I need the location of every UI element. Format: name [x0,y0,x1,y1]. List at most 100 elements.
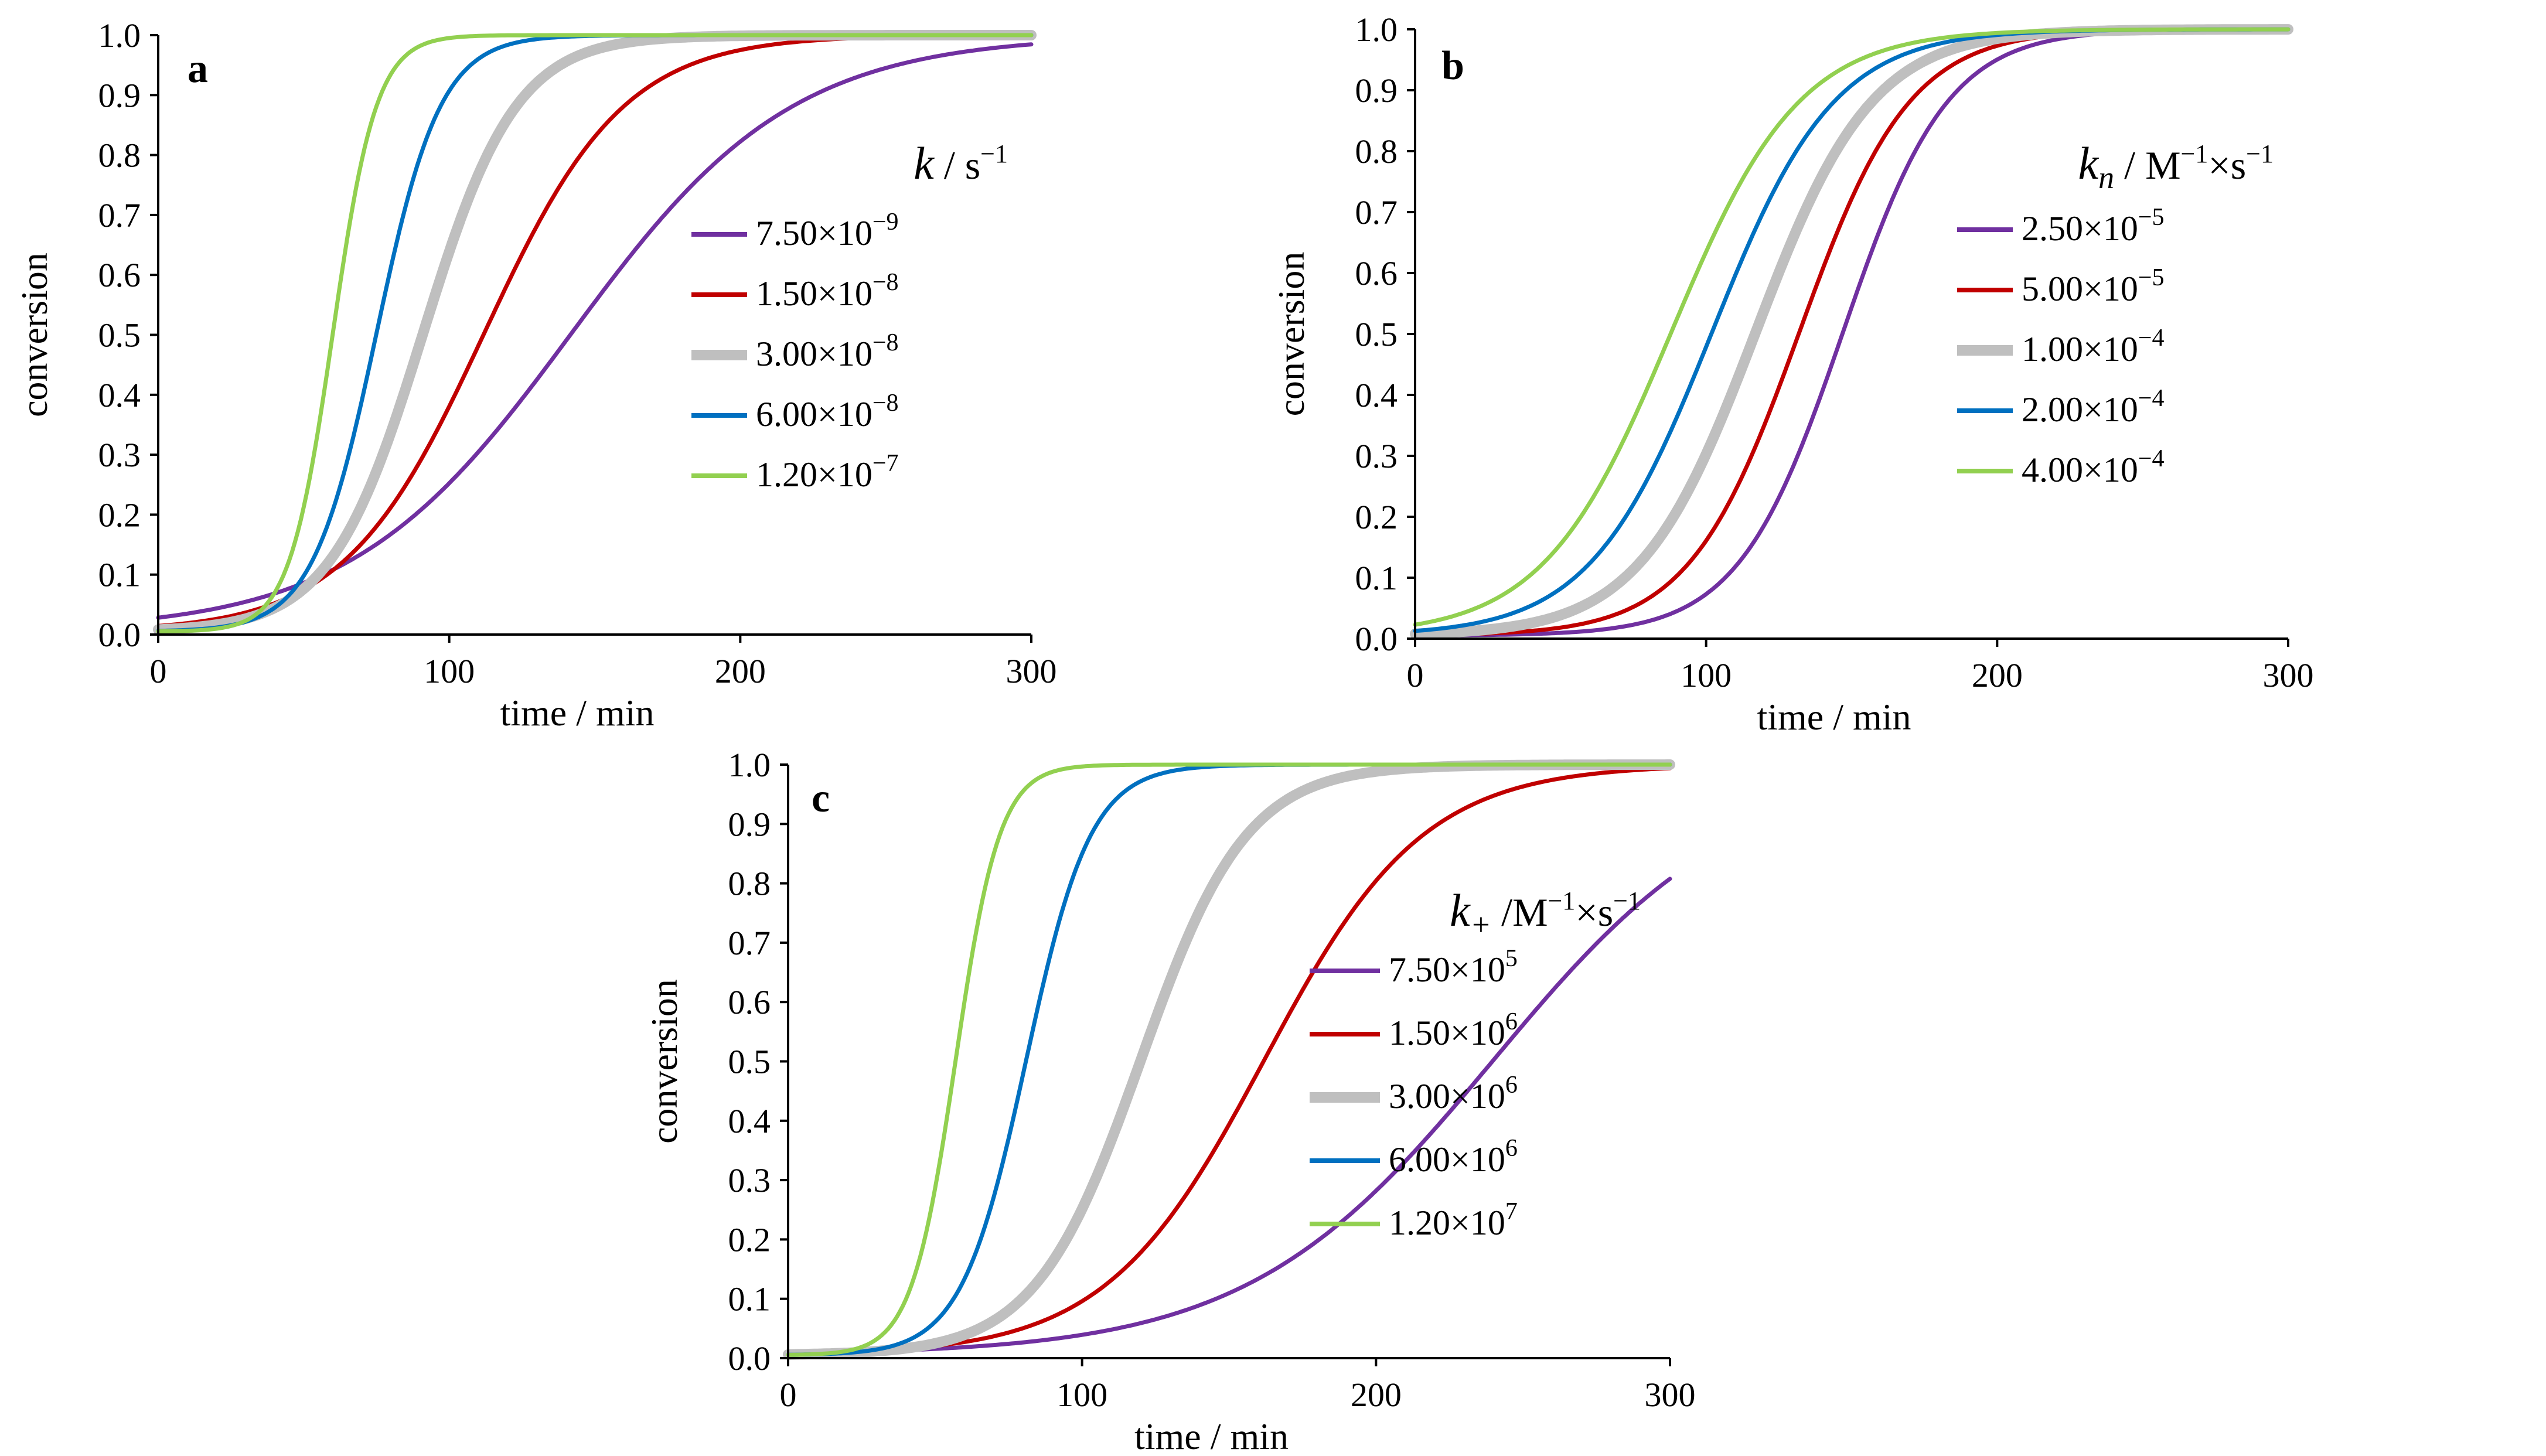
y-tick-label: 1.0 [1355,11,1398,49]
legend-title-unit: / M [2114,143,2180,187]
y-tick-label: 1.0 [98,16,141,54]
legend-title-unit-exponent: −1 [1548,886,1576,915]
y-tick-label: 0.0 [98,616,141,654]
panel-c: 0.0 0.1 0.2 0.3 0.4 0.5 0.6 0.7 0.8 0.9 1.0 0 100 200… [643,746,1696,1456]
legend-entry-exponent: −8 [872,329,899,356]
legend-entry-3: 3.00×10−8 [756,329,899,373]
legend-title: kn / M−1×s−1 [2078,138,2274,195]
legend-entry-exponent: −4 [2138,325,2165,352]
legend-entry-mantissa: 5.00×10 [2022,270,2138,308]
legend-title-symbol: k [2078,138,2099,189]
y-tick-label: 0.7 [98,196,141,234]
y-axis-label: conversion [643,979,685,1144]
x-tick-label: 100 [424,652,475,690]
y-tick-label: 0.6 [1355,254,1398,292]
legend-entry-exponent: −7 [872,450,899,477]
legend-title: k / s−1 [914,138,1008,189]
y-tick-label: 0.0 [728,1339,771,1377]
legend-entry-1: 2.50×10−5 [2022,204,2165,248]
legend-entry-mantissa: 2.50×10 [2022,209,2138,248]
legend-entry-mantissa: 3.00×10 [756,335,872,373]
legend-entry-5: 1.20×10−7 [756,450,899,494]
legend-title-unit: / s [934,143,980,187]
legend-entry-exponent: −5 [2138,264,2165,291]
legend-title-unit2: ×s [1575,890,1613,935]
panel-label: c [812,776,830,821]
y-tick-label: 0.4 [728,1102,771,1140]
legend-entry-mantissa: 1.20×10 [756,455,872,494]
y-tick-label: 0.4 [1355,376,1398,414]
legend-title-unit2: ×s [2208,143,2246,187]
y-tick-label: 0.8 [98,137,141,175]
legend-entry-mantissa: 1.20×10 [1389,1203,1505,1242]
x-tick-label: 200 [715,652,766,690]
legend-entry-exponent: 6 [1505,1072,1518,1099]
series-line-4 [156,33,1034,633]
y-tick-label: 0.4 [98,376,141,414]
y-tick-label: 0.1 [728,1280,771,1318]
y-tick-label: 0.6 [98,256,141,294]
legend-entry-exponent: 7 [1505,1198,1518,1225]
legend-entry-exponent: −4 [2138,385,2165,412]
legend-entry-mantissa: 4.00×10 [2022,451,2138,489]
series-line-5 [786,762,1672,1357]
y-tick-label: 0.8 [728,865,771,903]
legend-entry-5: 1.20×107 [1389,1198,1518,1242]
legend-entry-2: 1.50×106 [1389,1008,1518,1052]
legend-entry-4: 6.00×10−8 [756,390,899,434]
series-line-3 [783,759,1675,1360]
legend-entry-3: 3.00×106 [1389,1072,1518,1116]
series-line-1 [786,877,1672,1356]
y-tick-label: 0.5 [98,316,141,354]
y-tick-label: 0.3 [728,1161,771,1199]
y-tick-label: 0.1 [1355,559,1398,597]
series-line-5 [156,33,1034,633]
legend-title: k+ /M−1×s−1 [1450,885,1641,942]
legend-entry-mantissa: 7.50×10 [756,214,872,253]
legend-entry-mantissa: 6.00×10 [1389,1140,1505,1179]
y-axis-label: conversion [13,253,55,417]
legend-entry-mantissa: 7.50×10 [1389,950,1505,989]
legend-entry-5: 4.00×10−4 [2022,445,2165,489]
legend-entry-4: 6.00×106 [1389,1135,1518,1179]
legend-title-symbol: k [1450,885,1471,936]
legend-title-unit2-exponent: −1 [1613,886,1641,915]
x-tick-label: 100 [1681,656,1732,694]
y-tick-label: 0.2 [728,1220,771,1259]
x-tick-label: 0 [780,1376,797,1414]
legend-entry-exponent: −5 [2138,204,2165,231]
legend-entry-exponent: −8 [872,269,899,296]
y-tick-label: 0.7 [728,924,771,962]
series-line-2 [156,33,1034,628]
legend-title-unit-exponent: −1 [2181,139,2208,168]
y-tick-label: 0.9 [728,805,771,843]
legend-entry-4: 2.00×10−4 [2022,385,2165,429]
series-line-1 [156,42,1034,620]
x-tick-label: 300 [2263,656,2314,694]
y-tick-label: 0.9 [1355,71,1398,110]
legend-entry-mantissa: 6.00×10 [756,395,872,434]
x-tick-label: 300 [1645,1376,1696,1414]
y-tick-label: 0.1 [98,556,141,594]
x-axis-label: time / min [500,692,654,734]
panel-label: b [1441,43,1464,88]
legend-title-unit-exponent: −1 [980,139,1008,168]
legend-entry-mantissa: 1.50×10 [1389,1014,1505,1052]
legend-entry-2: 5.00×10−5 [2022,264,2165,308]
panel-a: 0.0 0.1 0.2 0.3 0.4 0.5 0.6 0.7 0.8 0.9 1.0 0 100 200… [13,16,1057,734]
legend-entry-exponent: −4 [2138,445,2165,472]
legend-entry-mantissa: 1.00×10 [2022,330,2138,369]
x-tick-label: 0 [150,652,167,690]
x-tick-label: 0 [1407,656,1424,694]
x-axis-label: time / min [1134,1416,1289,1456]
panel-b: 0.0 0.1 0.2 0.3 0.4 0.5 0.6 0.7 0.8 0.9 1.0 0 100 200… [1270,11,2314,738]
legend-title-unit2-exponent: −1 [2246,139,2274,168]
panel-label: a [188,46,208,91]
x-tick-label: 300 [1006,652,1057,690]
legend-entry-mantissa: 1.50×10 [756,274,872,313]
legend-title-subscript: n [2098,160,2114,195]
legend-entry-mantissa: 2.00×10 [2022,390,2138,429]
legend-entry-exponent: −9 [872,209,899,236]
legend-entry-exponent: −8 [872,390,899,417]
